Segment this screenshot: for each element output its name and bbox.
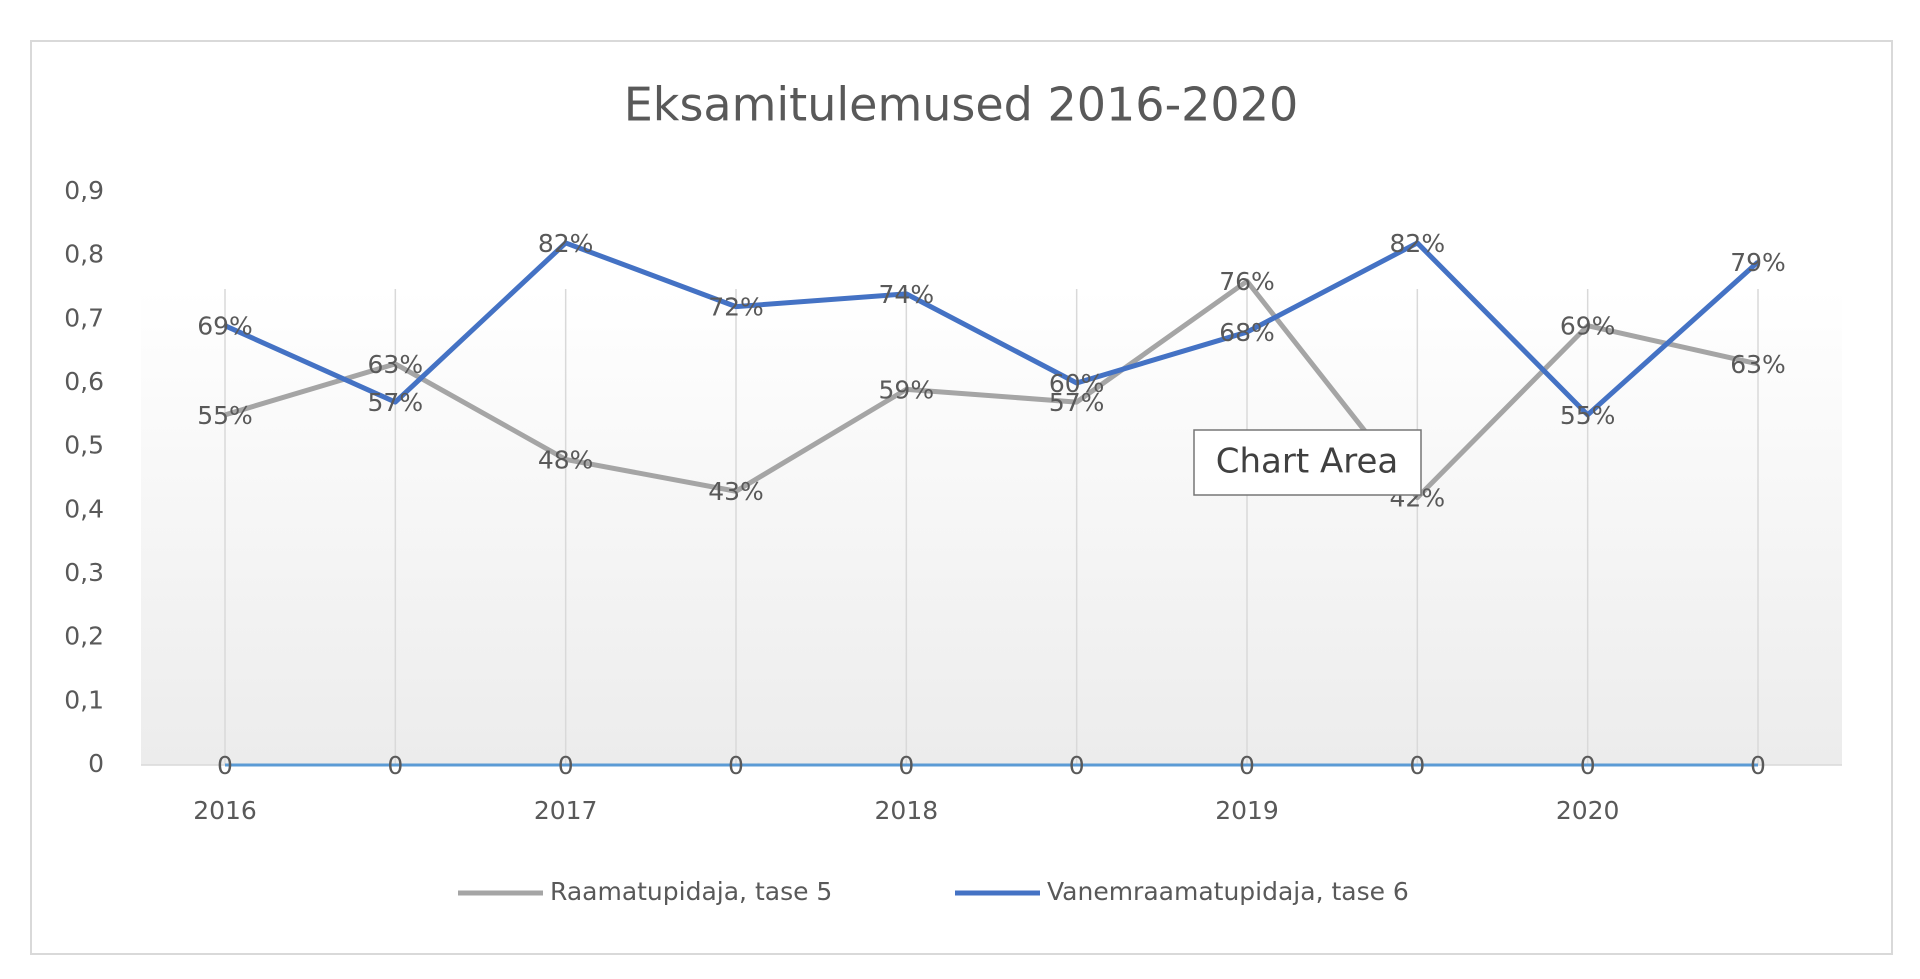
data-label: 60%	[1049, 369, 1105, 398]
y-tick-label: 0,8	[64, 240, 104, 269]
data-label: 0	[387, 751, 403, 780]
legend-label: Vanemraamatupidaja, tase 6	[1047, 877, 1409, 906]
data-label: 74%	[879, 280, 935, 309]
series-line	[224, 278, 1759, 501]
data-label: 0	[558, 751, 574, 780]
data-label: 69%	[1560, 312, 1616, 341]
tooltip-box	[1193, 429, 1422, 496]
data-label: 0	[898, 751, 914, 780]
data-label: 57%	[368, 388, 424, 417]
x-tick-label: 2019	[1215, 796, 1279, 825]
y-tick-label: 0,4	[64, 494, 104, 523]
data-label: 79%	[1730, 248, 1786, 277]
tooltip: Chart Area	[1193, 429, 1422, 496]
y-tick-label: 0,9	[64, 176, 104, 205]
data-label: 55%	[197, 401, 253, 430]
x-tick-label: 2016	[193, 796, 257, 825]
y-tick-label: 0,1	[64, 685, 104, 714]
x-tick-label: 2018	[875, 796, 939, 825]
y-tick-label: 0,6	[64, 367, 104, 396]
y-tick-label: 0,3	[64, 558, 104, 587]
y-tick-label: 0,5	[64, 431, 104, 460]
data-label: 43%	[708, 477, 764, 506]
data-label: 59%	[879, 375, 935, 404]
data-label: 72%	[708, 293, 764, 322]
plot-area: 0 0,1 0,2 0,3 0,4 0,5 0,6 0,7 0,8 0,9 2016 2017 2018…	[64, 176, 1842, 825]
data-label: 82%	[1390, 229, 1446, 258]
y-tick-label: 0,7	[64, 303, 104, 332]
x-tick-label: 2017	[534, 796, 598, 825]
data-label: 0	[728, 751, 744, 780]
chart-title: Eksamitulemused 2016-2020	[624, 78, 1299, 132]
data-label: 0	[1069, 751, 1085, 780]
data-label: 57%	[1049, 388, 1105, 417]
y-tick-label: 0,2	[64, 622, 104, 651]
data-label: 55%	[1560, 401, 1616, 430]
data-label: 63%	[368, 350, 424, 379]
plot-background	[141, 289, 1842, 765]
data-label: 76%	[1219, 267, 1275, 296]
data-label: 0	[1409, 751, 1425, 780]
data-label: 68%	[1219, 318, 1275, 347]
data-label: 48%	[538, 445, 594, 474]
data-label: 63%	[1730, 350, 1786, 379]
tooltip-text: Chart Area	[1216, 442, 1398, 482]
data-label: 0	[1580, 751, 1596, 780]
data-label: 0	[1750, 751, 1766, 780]
data-label: 0	[1239, 751, 1255, 780]
x-tick-label: 2020	[1556, 796, 1620, 825]
data-label: 69%	[197, 312, 253, 341]
y-tick-label: 0	[88, 749, 104, 778]
data-label: 82%	[538, 229, 594, 258]
series-line	[223, 240, 1760, 418]
data-label: 0	[217, 751, 233, 780]
legend-label: Raamatupidaja, tase 5	[550, 877, 832, 906]
